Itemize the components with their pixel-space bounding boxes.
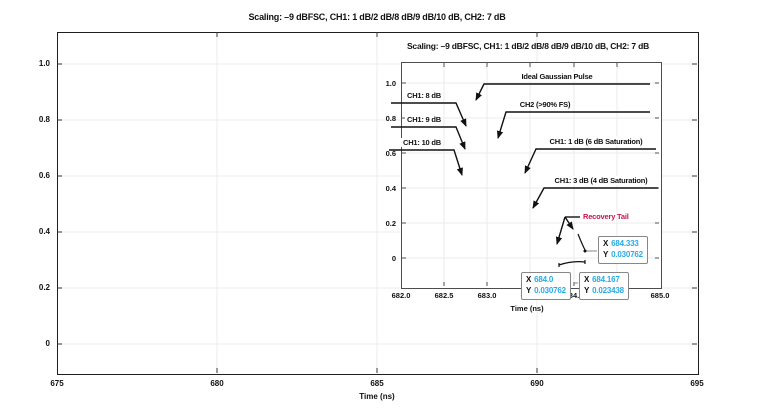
y-tick-label: 0.4 — [38, 227, 50, 236]
inset-y-tick-label: 0 — [391, 254, 396, 263]
recovery-arrow-1 — [564, 216, 574, 230]
x-tick-label: 675 — [50, 379, 64, 388]
annotation-recovery-tail: Recovery Tail — [583, 212, 629, 221]
inset-y-tick-label: 0.4 — [385, 184, 396, 193]
x-tick-label: 680 — [210, 379, 224, 388]
inset-y-tick-label: 0.8 — [385, 114, 396, 123]
x-tick-label: 695 — [690, 379, 704, 388]
inset-x-tick-label: 685.0 — [650, 291, 670, 300]
arrow-ideal-gaussian — [475, 83, 650, 101]
arrow-ch1-8db — [391, 102, 467, 127]
datatip-x-value: 684.333 — [611, 239, 639, 248]
arrow-ch1-10db — [389, 149, 463, 176]
annotation-ch2: CH2 (>90% FS) — [517, 100, 573, 109]
annotation-ch1-1db-saturation: CH1: 1 dB (6 dB Saturation) — [547, 137, 645, 146]
inset-x-tick-label: 684.0 — [564, 291, 584, 300]
annotation-ch1-8db: CH1: 8 dB — [404, 91, 444, 100]
datatip-leader-lines — [574, 250, 597, 284]
datatip-x-value: 684.0 — [534, 275, 554, 284]
datatip-684-167[interactable]: X 684.167 Y 0.023438 — [579, 272, 629, 300]
inset-plot-title: Scaling: –9 dBFSC, CH1: 1 dB/2 dB/8 dB/9… — [406, 41, 650, 51]
annotation-ch1-9db: CH1: 9 dB — [404, 115, 444, 124]
recovery-arrow-2 — [555, 216, 566, 245]
datatip-684-0[interactable]: X 684.0 Y 0.030762 — [521, 272, 571, 300]
arrow-ch1-3db — [532, 187, 658, 209]
y-tick-label: 0.2 — [38, 283, 50, 292]
arrow-ch1-9db — [391, 126, 466, 150]
inset-x-tick-label: 683.0 — [477, 291, 497, 300]
annotation-ideal-gaussian-pulse: Ideal Gaussian Pulse — [519, 72, 595, 81]
datatip-y-value: 0.030762 — [534, 285, 566, 295]
datatip-x-value: 684.167 — [592, 275, 620, 284]
inset-x-tick-label: 682.0 — [391, 291, 411, 300]
datatip-x-label: X — [584, 275, 590, 284]
datatip-y-label: Y — [603, 249, 609, 259]
datatip-y-value: 0.023438 — [592, 285, 624, 295]
annotation-ch1-3db-saturation: CH1: 3 dB (4 dB Saturation) — [552, 176, 650, 185]
datatip-y-value: 0.030762 — [611, 249, 643, 259]
inset-x-tick-label: 682.5 — [434, 291, 454, 300]
datatip-x-label: X — [526, 275, 532, 284]
y-tick-label: 0.6 — [38, 171, 50, 180]
y-tick-label: 0 — [45, 339, 50, 348]
x-tick-label: 685 — [370, 379, 384, 388]
datatip-point-marker — [583, 249, 587, 253]
outer-x-axis-label: Time (ns) — [359, 392, 395, 401]
inset-y-tick-label: 0.6 — [385, 149, 396, 158]
outer-tick-marks — [57, 32, 697, 373]
datatip-684-333[interactable]: X 684.333 Y 0.030762 — [598, 236, 648, 264]
datatip-x-label: X — [603, 239, 609, 248]
inset-y-tick-label: 0.2 — [385, 219, 396, 228]
x-tick-label: 690 — [530, 379, 544, 388]
recovery-tail-curve — [558, 233, 586, 267]
datatip-y-label: Y — [584, 285, 590, 295]
inset-x-axis-label: Time (ns) — [510, 304, 544, 313]
annotation-ch1-10db: CH1: 10 dB — [400, 138, 444, 147]
callout-arrows — [389, 83, 658, 245]
y-tick-label: 0.8 — [38, 115, 50, 124]
arrow-ch1-1db — [524, 148, 656, 174]
outer-plot-title: Scaling: –9 dBFSC, CH1: 1 dB/2 dB/8 dB/9… — [248, 12, 506, 22]
y-tick-label: 1.0 — [38, 59, 50, 68]
datatip-y-label: Y — [526, 285, 532, 295]
arrow-ch2 — [497, 111, 650, 139]
inset-y-tick-label: 1.0 — [385, 79, 396, 88]
